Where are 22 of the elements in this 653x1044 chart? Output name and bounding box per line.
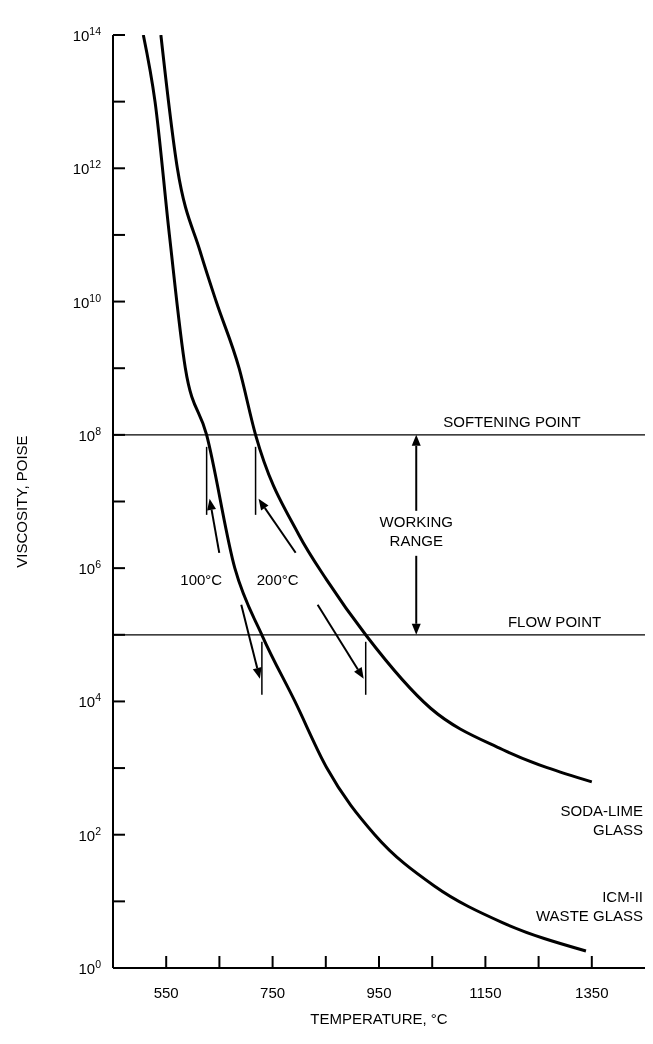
x-tick-label: 950	[366, 984, 392, 1001]
annotation: WORKING RANGE	[379, 512, 453, 549]
y-tick-label: 10$^{6}$	[78, 558, 102, 578]
y-tick-label: 10$^{4}$	[78, 691, 102, 711]
x-tick-label: 1150	[469, 984, 502, 1001]
y-tick-label: 10$^{0}$	[78, 958, 102, 977]
y-tick-label: 10$^{8}$	[78, 424, 102, 444]
y-tick-label: 10$^{10}$	[72, 291, 102, 311]
x-tick-label: 750	[260, 984, 286, 1001]
ref-line-label: FLOW POINT	[507, 612, 602, 630]
annotation: 100°C	[180, 570, 223, 588]
x-tick-label: 1350	[575, 984, 609, 1001]
x-axis-title: TEMPERATURE, °C	[310, 1010, 448, 1027]
series-label: SODA-LIME GLASS	[560, 801, 643, 838]
x-tick-label: 550	[153, 984, 179, 1001]
y-tick-label: 10$^{2}$	[78, 824, 102, 844]
y-axis-title: VISCOSITY, POISE	[13, 435, 31, 568]
y-tick-label: 10$^{14}$	[72, 25, 102, 44]
series-label: ICM-II WASTE GLASS	[536, 887, 643, 924]
ref-line-label: SOFTENING POINT	[443, 412, 581, 430]
annotation: 200°C	[256, 570, 299, 588]
y-tick-label: 10$^{12}$	[72, 158, 102, 178]
